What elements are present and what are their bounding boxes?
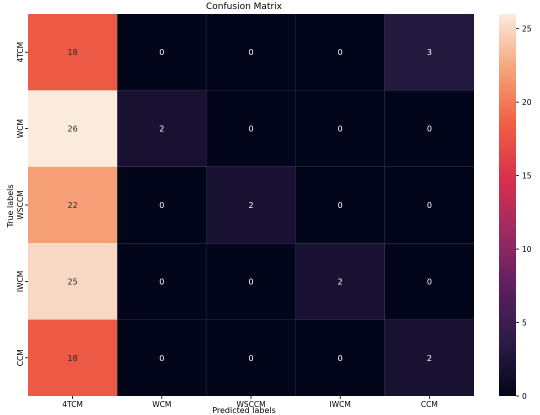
heatmap-cell	[384, 90, 474, 167]
heatmap-cells: 18 0 0 0 3 26 2 0 0 0 22 0 2 0 0 25 0 0 2 0 18 0 0 0 2	[28, 14, 474, 396]
heatmap-cell	[206, 14, 296, 91]
heatmap-cell	[117, 243, 207, 320]
cell-value-label: 18	[68, 48, 78, 57]
cell-value-label: 0	[338, 201, 343, 210]
heatmap-cell	[206, 319, 296, 396]
cell-value-label: 0	[338, 125, 343, 134]
x-tick-label: WSCCM	[236, 400, 265, 409]
colorbar-tick-label: 20	[522, 98, 532, 107]
cell-value-label: 2	[427, 354, 432, 363]
x-axis-ticks: 4TCM WCM WSCCM IWCM CCM	[62, 396, 438, 409]
heatmap-cell	[117, 90, 207, 167]
heatmap-cell	[28, 166, 118, 244]
cell-value-label: 3	[427, 48, 432, 57]
heatmap-cell	[295, 243, 385, 320]
cell-value-label: 0	[338, 48, 343, 57]
cell-value-label: 0	[159, 354, 164, 363]
colorbar-tick-label: 5	[522, 319, 527, 328]
cell-value-label: 0	[159, 201, 164, 210]
y-tick-label: CCM	[16, 349, 25, 366]
y-axis-ticks: 4TCM WCM WSCCM IWCM CCM	[16, 42, 28, 366]
heatmap-cell	[384, 243, 474, 320]
colorbar	[499, 14, 516, 396]
x-tick-label: WCM	[152, 400, 171, 409]
x-tick-label: IWCM	[330, 400, 351, 409]
heatmap-cell	[28, 319, 118, 396]
y-tick-label: 4TCM	[16, 42, 25, 63]
heatmap-cell	[117, 319, 207, 396]
x-tick-label: CCM	[421, 400, 438, 409]
heatmap-cell	[384, 319, 474, 396]
cell-value-label: 0	[159, 277, 164, 286]
cell-value-label: 0	[427, 125, 432, 134]
colorbar-tick-label: 10	[522, 245, 532, 254]
cell-value-label: 0	[248, 125, 253, 134]
heatmap-cell	[384, 14, 474, 91]
cell-value-label: 25	[68, 277, 78, 286]
x-tick-label: 4TCM	[62, 400, 83, 409]
heatmap-cell	[117, 166, 207, 244]
cell-value-label: 0	[248, 354, 253, 363]
y-axis-label: True labels	[6, 184, 15, 228]
heatmap-cell	[295, 90, 385, 167]
heatmap-cell	[295, 166, 385, 244]
heatmap-cell	[206, 166, 296, 244]
colorbar-ticks: 0 5 10 15 20 25	[516, 25, 532, 401]
cell-value-label: 2	[338, 277, 343, 286]
cell-value-label: 0	[338, 354, 343, 363]
cell-value-label: 0	[248, 277, 253, 286]
heatmap-cell	[295, 319, 385, 396]
cell-value-label: 0	[248, 48, 253, 57]
colorbar-tick-label: 25	[522, 25, 532, 34]
colorbar-tick-label: 15	[522, 172, 532, 181]
colorbar-tick-label: 0	[522, 392, 527, 401]
cell-value-label: 26	[68, 125, 78, 134]
cell-value-label: 2	[159, 125, 164, 134]
cell-value-label: 0	[159, 48, 164, 57]
heatmap-cell	[28, 90, 118, 167]
heatmap-cell	[206, 90, 296, 167]
heatmap-cell	[295, 14, 385, 91]
heatmap-cell	[206, 243, 296, 320]
y-tick-label: WSCCM	[16, 190, 25, 219]
chart-title: Confusion Matrix	[206, 2, 283, 12]
heatmap-cell	[28, 14, 118, 91]
heatmap-cell	[28, 243, 118, 320]
x-axis-label: Predicted labels	[212, 406, 276, 415]
cell-value-label: 18	[68, 354, 78, 363]
cell-value-label: 0	[427, 201, 432, 210]
heatmap-cell	[384, 166, 474, 244]
y-tick-label: IWCM	[16, 271, 25, 292]
cell-value-label: 0	[427, 277, 432, 286]
cell-value-label: 2	[248, 201, 253, 210]
cell-value-label: 22	[68, 201, 78, 210]
y-tick-label: WCM	[16, 119, 25, 138]
heatmap-cell	[117, 14, 207, 91]
